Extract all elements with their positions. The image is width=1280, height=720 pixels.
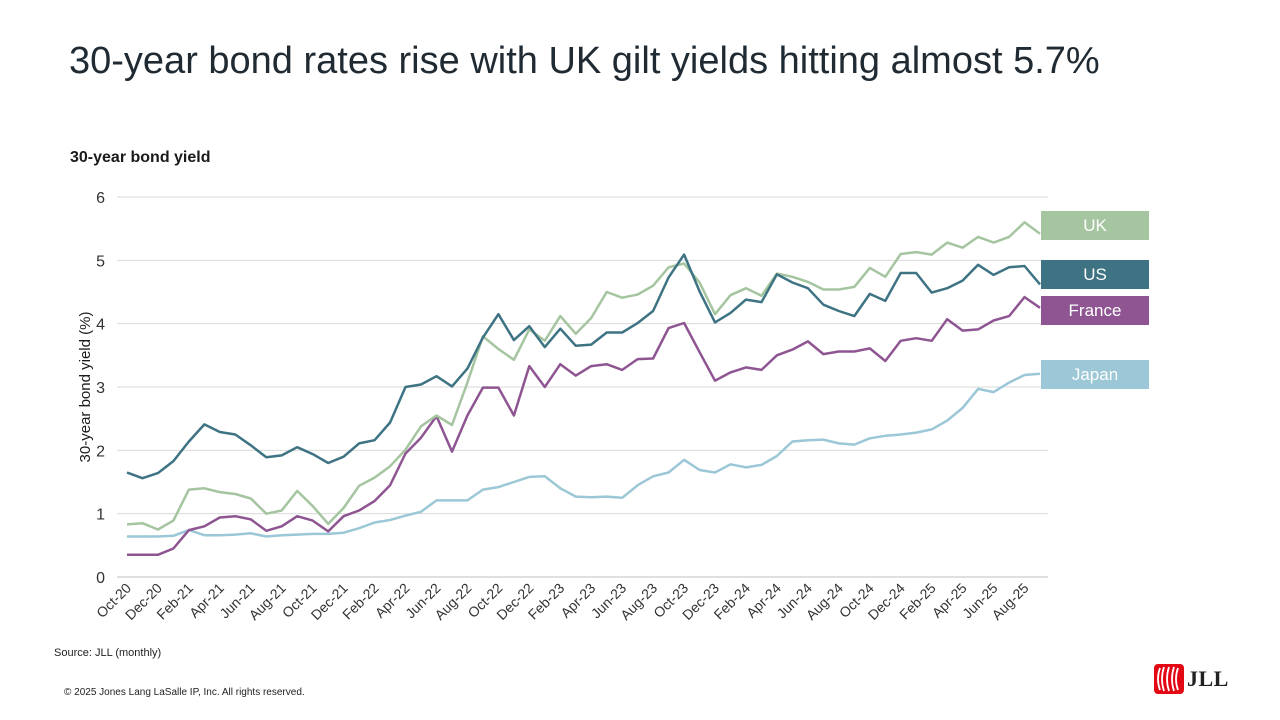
jll-logo-icon bbox=[1154, 664, 1184, 694]
grid-lines bbox=[117, 196, 1048, 578]
y-tick-label: 1 bbox=[96, 507, 105, 524]
copyright-notice: © 2025 Jones Lang LaSalle IP, Inc. All r… bbox=[64, 687, 305, 698]
series-line-france bbox=[127, 295, 1041, 557]
page-title: 30-year bond rates rise with UK gilt yie… bbox=[69, 40, 1100, 82]
y-tick-label: 4 bbox=[96, 317, 105, 334]
y-tick-label: 5 bbox=[96, 253, 105, 270]
series-lines bbox=[126, 221, 1041, 557]
y-tick-label: 2 bbox=[96, 443, 105, 460]
logo-text: JLL bbox=[1187, 666, 1229, 691]
y-axis-label: 30-year bond yield (%) bbox=[77, 312, 94, 463]
legend-uk: UK bbox=[1041, 211, 1149, 240]
y-tick-label: 6 bbox=[96, 190, 105, 207]
series-line-uk bbox=[126, 221, 1041, 531]
chart-subtitle: 30-year bond yield bbox=[70, 149, 211, 166]
legend-france: France bbox=[1041, 296, 1149, 325]
jll-logo: JLL bbox=[1154, 664, 1229, 694]
legend-japan: Japan bbox=[1041, 360, 1149, 389]
x-axis-ticks: Oct-20Dec-20Feb-21Apr-21Jun-21Aug-21Oct-… bbox=[93, 580, 1032, 623]
series-line-us bbox=[126, 253, 1041, 480]
legend-us: US bbox=[1041, 260, 1149, 289]
y-tick-label: 0 bbox=[96, 570, 105, 587]
y-axis-ticks: 0 1 2 3 4 5 6 bbox=[96, 190, 105, 587]
y-tick-label: 3 bbox=[96, 380, 105, 397]
source-note: Source: JLL (monthly) bbox=[54, 647, 162, 659]
series-line-japan bbox=[127, 372, 1041, 538]
